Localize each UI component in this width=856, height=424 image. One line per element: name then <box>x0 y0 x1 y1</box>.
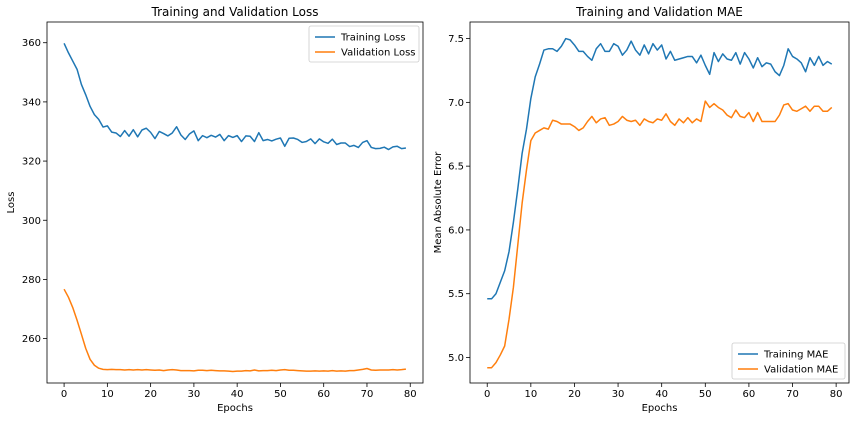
x-tick-label: 70 <box>361 389 374 400</box>
legend: Training MAE Validation MAE <box>731 342 846 380</box>
legend-label: Validation Loss <box>341 48 416 59</box>
legend-box <box>731 342 846 380</box>
x-axis-label: Epochs <box>217 403 253 414</box>
chart-title: Training and Validation Loss <box>151 5 319 19</box>
y-tick-label: 7.0 <box>448 98 464 109</box>
legend-label: Training MAE <box>763 350 828 361</box>
y-tick-label: 260 <box>22 334 41 345</box>
x-tick-label: 40 <box>231 389 244 400</box>
axes-frame <box>46 21 424 384</box>
x-tick-label: 50 <box>274 389 287 400</box>
x-tick-label: 30 <box>188 389 201 400</box>
y-tick-label: 6.0 <box>448 225 464 236</box>
x-axis-label: Epochs <box>642 403 678 414</box>
x-tick-label: 20 <box>568 389 581 400</box>
legend-label: Training Loss <box>340 33 406 44</box>
y-tick-label: 320 <box>22 157 41 168</box>
y-tick-label: 7.5 <box>448 34 464 45</box>
chart-title: Training and Validation MAE <box>575 5 743 19</box>
x-tick-label: 60 <box>317 389 330 400</box>
x-tick-label: 20 <box>144 389 157 400</box>
x-tick-label: 40 <box>655 389 668 400</box>
y-tick-label: 280 <box>22 275 41 286</box>
x-tick-label: 0 <box>484 389 490 400</box>
x-tick-label: 30 <box>612 389 625 400</box>
x-tick-label: 50 <box>699 389 712 400</box>
series-lines <box>63 42 407 373</box>
series-line-training-mae <box>487 37 833 300</box>
y-axis-label: Mean Absolute Error <box>433 151 444 254</box>
series-line-training-loss <box>63 42 407 151</box>
axes-frame <box>469 21 850 384</box>
legend: Training Loss Validation Loss <box>308 25 420 63</box>
loss-chart: Training and Validation Loss 0 10 20 30 40 50 6… <box>6 5 424 414</box>
x-tick-label: 0 <box>61 389 67 400</box>
series-line-validation-mae <box>487 100 833 369</box>
mae-chart: Training and Validation MAE 0 10 20 30 40 50 60… <box>433 5 850 414</box>
y-tick-label: 6.5 <box>448 162 464 173</box>
y-tick-label: 5.0 <box>448 353 464 364</box>
x-tick-label: 10 <box>524 389 537 400</box>
legend-box <box>308 25 420 63</box>
x-tick-label: 70 <box>786 389 799 400</box>
x-tick-label: 80 <box>404 389 417 400</box>
y-tick-label: 300 <box>22 216 41 227</box>
series-lines <box>487 37 833 369</box>
y-axis-label: Loss <box>6 192 17 214</box>
legend-label: Validation MAE <box>764 365 838 376</box>
x-tick-label: 60 <box>743 389 756 400</box>
x-tick-label: 10 <box>101 389 114 400</box>
y-tick-label: 340 <box>22 97 41 108</box>
y-tick-label: 5.5 <box>448 289 464 300</box>
y-tick-label: 360 <box>22 38 41 49</box>
series-line-validation-loss <box>63 288 407 373</box>
x-tick-label: 80 <box>830 389 843 400</box>
